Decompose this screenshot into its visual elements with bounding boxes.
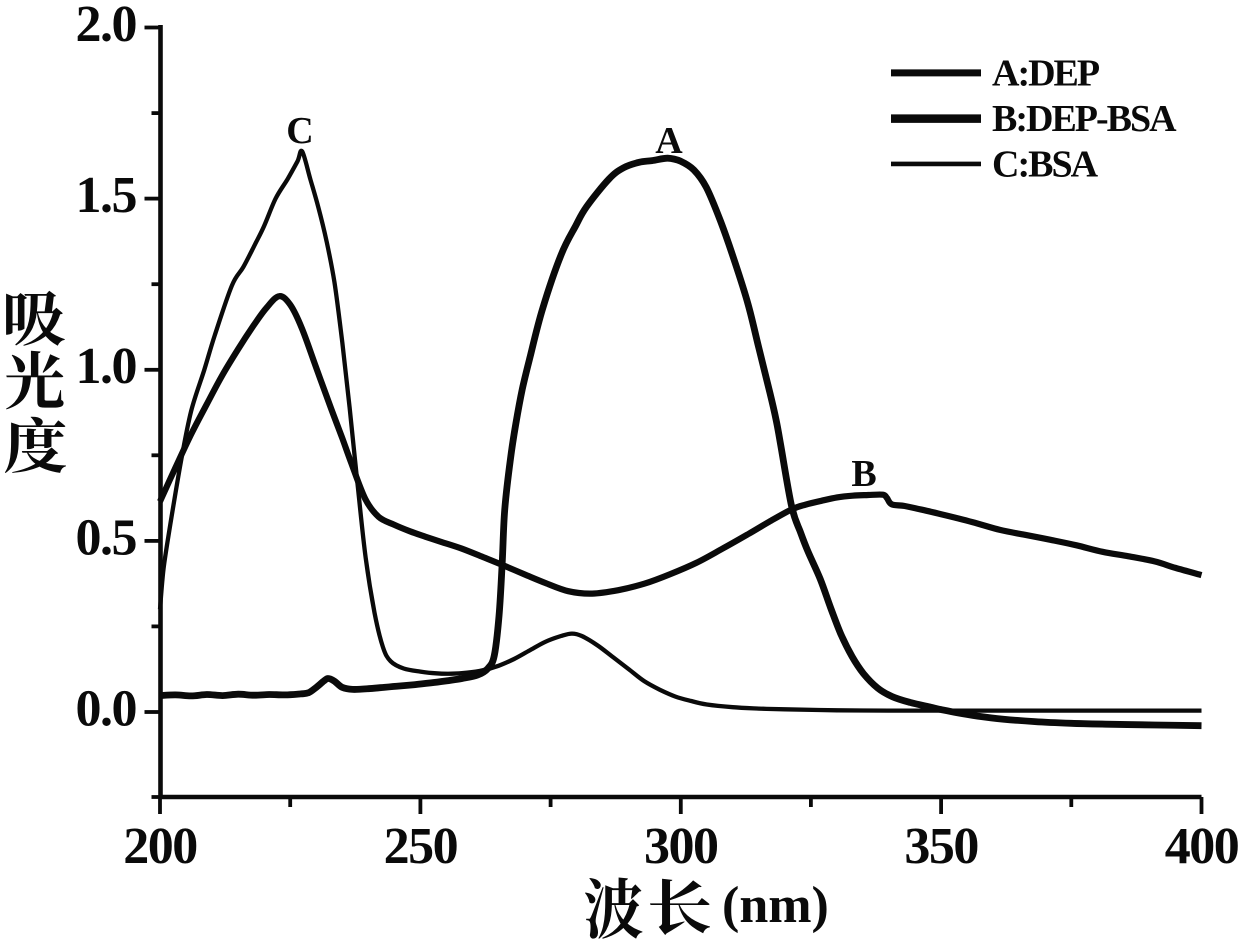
svg-text:400: 400 xyxy=(1165,818,1239,875)
svg-text:200: 200 xyxy=(123,818,197,875)
svg-text:B:DEP-BSA: B:DEP-BSA xyxy=(992,98,1177,140)
svg-text:B: B xyxy=(851,453,876,495)
svg-text:1.5: 1.5 xyxy=(76,167,137,224)
svg-text:350: 350 xyxy=(904,818,978,875)
svg-text:1.0: 1.0 xyxy=(76,338,137,395)
svg-text:250: 250 xyxy=(384,818,458,875)
svg-text:(nm): (nm) xyxy=(722,877,829,934)
svg-text:C: C xyxy=(286,110,313,152)
svg-text:A:DEP: A:DEP xyxy=(992,52,1100,94)
svg-text:0.5: 0.5 xyxy=(76,509,137,566)
svg-text:300: 300 xyxy=(644,818,718,875)
svg-text:C:BSA: C:BSA xyxy=(992,143,1099,185)
svg-text:2.0: 2.0 xyxy=(76,0,137,53)
svg-text:0.0: 0.0 xyxy=(76,681,137,738)
svg-text:A: A xyxy=(655,120,683,162)
